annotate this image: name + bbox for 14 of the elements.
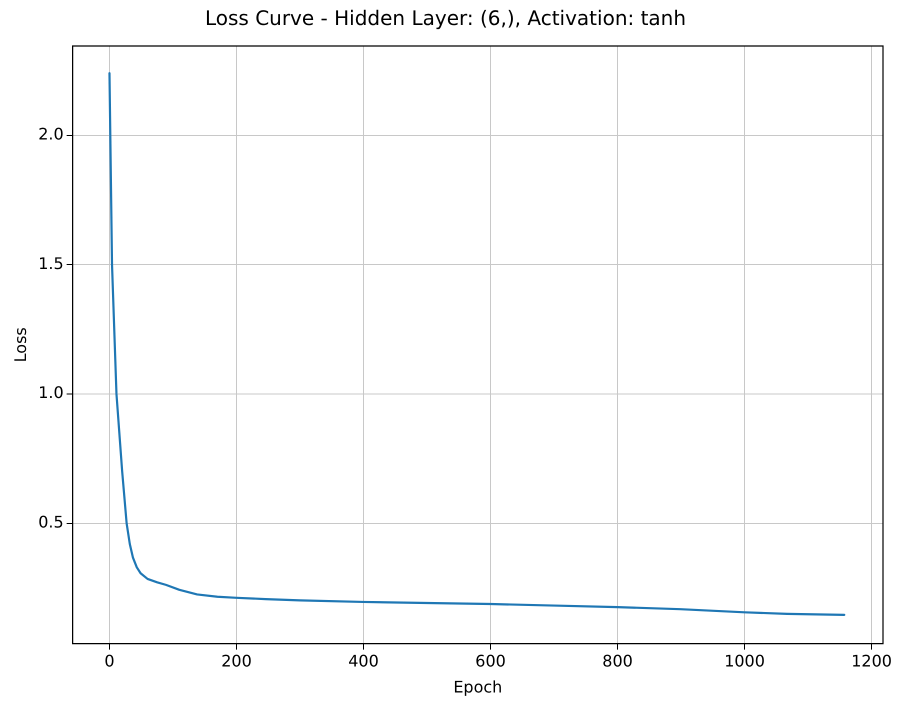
x-tick-label: 400 (348, 651, 379, 670)
x-tick-label: 1000 (724, 651, 765, 670)
y-tick-label: 1.0 (38, 383, 64, 402)
x-axis-title: Epoch (453, 678, 502, 697)
y-tick-label: 2.0 (38, 124, 64, 144)
y-tick-label: 1.5 (38, 254, 64, 273)
y-tick-label: 0.5 (38, 512, 64, 532)
x-tick-label: 800 (602, 651, 633, 670)
x-tick-label: 1200 (851, 651, 892, 670)
x-tick-label: 600 (475, 651, 506, 670)
x-tick-label: 0 (104, 651, 115, 670)
x-tick-label: 200 (221, 651, 252, 670)
y-axis-title: Loss (10, 327, 30, 362)
chart-title: Loss Curve - Hidden Layer: (6,), Activation: tanh (204, 6, 686, 30)
